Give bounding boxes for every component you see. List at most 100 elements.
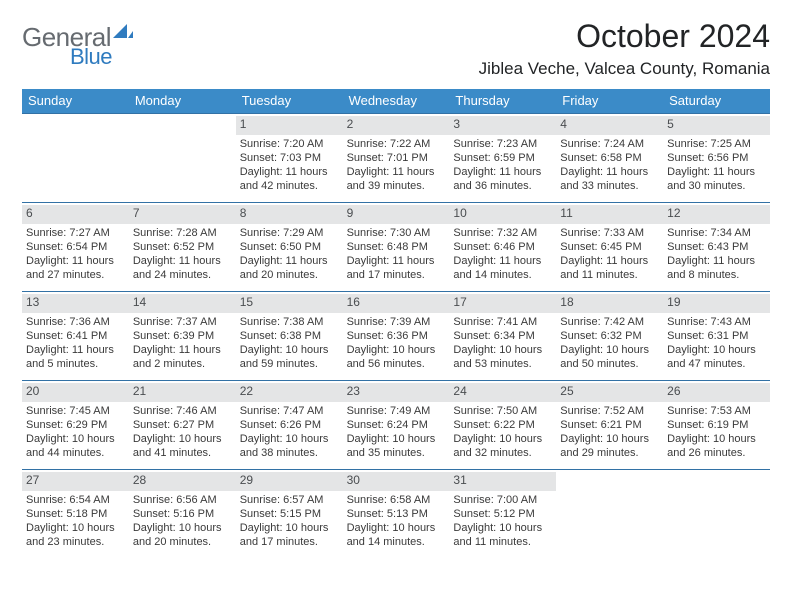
sunset-text: Sunset: 6:38 PM [240,329,339,343]
day-cell: 30Sunrise: 6:58 AMSunset: 5:13 PMDayligh… [343,470,450,558]
sunset-text: Sunset: 5:13 PM [347,507,446,521]
sunrise-text: Sunrise: 7:32 AM [453,226,552,240]
sunrise-text: Sunrise: 6:56 AM [133,493,232,507]
day-number: 11 [556,205,663,224]
day-cell: 6 Sunrise: 7:27 AMSunset: 6:54 PMDaylight… [22,203,129,291]
daylight-text: Daylight: 10 hours [240,432,339,446]
sunset-text: Sunset: 6:46 PM [453,240,552,254]
sunset-text: Sunset: 7:03 PM [240,151,339,165]
day-number: 6 [22,205,129,224]
day-number: 2 [343,116,450,135]
day-cell: 20Sunrise: 7:45 AMSunset: 6:29 PMDayligh… [22,381,129,469]
day-cell: 29Sunrise: 6:57 AMSunset: 5:15 PMDayligh… [236,470,343,558]
daylight-text: Daylight: 10 hours [240,521,339,535]
day-cell: 15Sunrise: 7:38 AMSunset: 6:38 PMDayligh… [236,292,343,380]
sunrise-text: Sunrise: 7:46 AM [133,404,232,418]
daylight-text: Daylight: 11 hours [453,254,552,268]
logo-sail-icon [113,22,133,38]
sunset-text: Sunset: 6:54 PM [26,240,125,254]
daylight-text: Daylight: 10 hours [347,343,446,357]
day-cell: 1 Sunrise: 7:20 AMSunset: 7:03 PMDaylight… [236,114,343,202]
daylight-text: Daylight: 11 hours [347,165,446,179]
daylight-text: Daylight: 11 hours [240,254,339,268]
location-text: Jiblea Veche, Valcea County, Romania [479,59,770,79]
sunset-text: Sunset: 6:24 PM [347,418,446,432]
sunrise-text: Sunrise: 7:28 AM [133,226,232,240]
day-cell: 12Sunrise: 7:34 AMSunset: 6:43 PMDayligh… [663,203,770,291]
day-cell: 24Sunrise: 7:50 AMSunset: 6:22 PMDayligh… [449,381,556,469]
day-number: 23 [343,383,450,402]
sunset-text: Sunset: 6:39 PM [133,329,232,343]
day-cell: 2Sunrise: 7:22 AMSunset: 7:01 PMDaylight… [343,114,450,202]
day-number: 12 [663,205,770,224]
daylight-text: and 8 minutes. [667,268,766,282]
week-row: 13Sunrise: 7:36 AMSunset: 6:41 PMDayligh… [22,291,770,380]
day-number: 19 [663,294,770,313]
sunset-text: Sunset: 6:29 PM [26,418,125,432]
daylight-text: and 11 minutes. [560,268,659,282]
day-cell: 16Sunrise: 7:39 AMSunset: 6:36 PMDayligh… [343,292,450,380]
daylight-text: Daylight: 10 hours [133,432,232,446]
sunrise-text: Sunrise: 7:47 AM [240,404,339,418]
daylight-text: Daylight: 11 hours [453,165,552,179]
daylight-text: Daylight: 11 hours [347,254,446,268]
day-number: 29 [236,472,343,491]
sunrise-text: Sunrise: 7:34 AM [667,226,766,240]
day-number: 10 [449,205,556,224]
daylight-text: and 5 minutes. [26,357,125,371]
daylight-text: Daylight: 10 hours [560,343,659,357]
daylight-text: and 44 minutes. [26,446,125,460]
day-cell: 28Sunrise: 6:56 AMSunset: 5:16 PMDayligh… [129,470,236,558]
sunrise-text: Sunrise: 7:20 AM [240,137,339,151]
daylight-text: Daylight: 10 hours [347,432,446,446]
sunrise-text: Sunrise: 7:27 AM [26,226,125,240]
sunrise-text: Sunrise: 7:36 AM [26,315,125,329]
sunset-text: Sunset: 6:48 PM [347,240,446,254]
day-cell: 23Sunrise: 7:49 AMSunset: 6:24 PMDayligh… [343,381,450,469]
day-cell-empty [129,114,236,202]
day-number: 24 [449,383,556,402]
day-number: 21 [129,383,236,402]
dow-header-cell: Monday [129,89,236,113]
daylight-text: Daylight: 10 hours [453,343,552,357]
week-row: 20Sunrise: 7:45 AMSunset: 6:29 PMDayligh… [22,380,770,469]
day-number: 28 [129,472,236,491]
sunrise-text: Sunrise: 7:23 AM [453,137,552,151]
day-number: 18 [556,294,663,313]
day-cell: 27Sunrise: 6:54 AMSunset: 5:18 PMDayligh… [22,470,129,558]
sunrise-text: Sunrise: 6:58 AM [347,493,446,507]
day-cell: 21 Sunrise: 7:46 AMSunset: 6:27 PMDayligh… [129,381,236,469]
sunset-text: Sunset: 5:16 PM [133,507,232,521]
title-block: October 2024 Jiblea Veche, Valcea County… [479,18,770,79]
daylight-text: and 41 minutes. [133,446,232,460]
daylight-text: Daylight: 10 hours [26,521,125,535]
daylight-text: and 38 minutes. [240,446,339,460]
sunset-text: Sunset: 6:27 PM [133,418,232,432]
sunrise-text: Sunrise: 7:52 AM [560,404,659,418]
day-number: 5 [663,116,770,135]
dow-header-cell: Friday [556,89,663,113]
daylight-text: Daylight: 11 hours [133,254,232,268]
day-cell: 8Sunrise: 7:29 AMSunset: 6:50 PMDaylight… [236,203,343,291]
daylight-text: Daylight: 10 hours [240,343,339,357]
sunrise-text: Sunrise: 7:30 AM [347,226,446,240]
sunset-text: Sunset: 6:58 PM [560,151,659,165]
day-number: 30 [343,472,450,491]
logo-word2: Blue [70,44,112,70]
day-number: 1 [236,116,343,135]
sunset-text: Sunset: 6:43 PM [667,240,766,254]
daylight-text: and 11 minutes. [453,535,552,549]
daylight-text: Daylight: 11 hours [560,165,659,179]
daylight-text: Daylight: 11 hours [26,254,125,268]
day-cell: 22Sunrise: 7:47 AMSunset: 6:26 PMDayligh… [236,381,343,469]
calendar: SundayMondayTuesdayWednesdayThursdayFrid… [22,89,770,558]
sunset-text: Sunset: 5:12 PM [453,507,552,521]
sunrise-text: Sunrise: 7:29 AM [240,226,339,240]
sunset-text: Sunset: 6:52 PM [133,240,232,254]
daylight-text: and 30 minutes. [667,179,766,193]
day-cell: 17Sunrise: 7:41 AMSunset: 6:34 PMDayligh… [449,292,556,380]
dow-header-cell: Sunday [22,89,129,113]
daylight-text: Daylight: 11 hours [240,165,339,179]
sunrise-text: Sunrise: 7:43 AM [667,315,766,329]
week-row: 6Sunrise: 7:27 AMSunset: 6:54 PMDaylight… [22,202,770,291]
